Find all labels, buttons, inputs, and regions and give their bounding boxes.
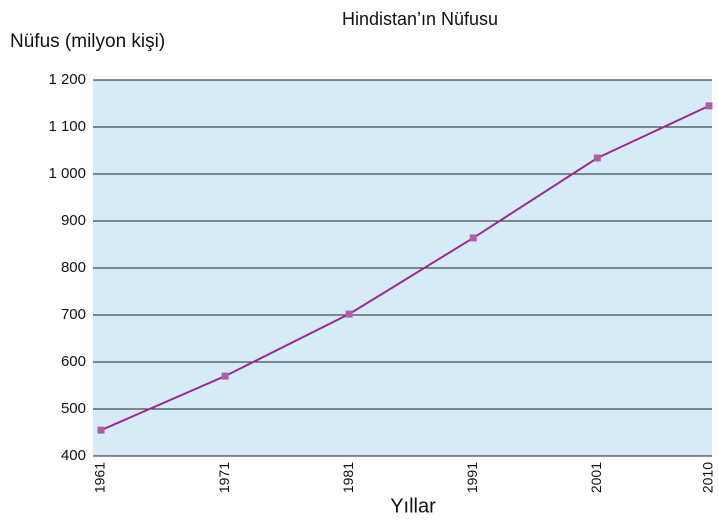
y-tick-label: 1 200 xyxy=(48,71,86,88)
y-tick-label: 800 xyxy=(61,259,86,276)
data-point xyxy=(705,102,713,110)
x-tick-label: 1971 xyxy=(216,462,232,493)
data-point xyxy=(593,154,601,162)
data-point xyxy=(221,372,229,380)
y-tick-label: 500 xyxy=(61,400,86,417)
y-tick-label: 700 xyxy=(61,306,86,323)
y-axis-label: Nüfus (milyon kişi) xyxy=(10,31,165,52)
x-tick-label: 1961 xyxy=(92,462,108,493)
data-point xyxy=(469,234,477,242)
x-axis-label: Yıllar xyxy=(390,495,436,517)
y-tick-label: 600 xyxy=(61,353,86,370)
x-tick-label: 2010 xyxy=(700,462,716,493)
x-tick-label: 1981 xyxy=(340,462,356,493)
y-tick-label: 900 xyxy=(61,212,86,229)
x-tick-label: 1991 xyxy=(464,462,480,493)
data-point xyxy=(97,426,105,434)
data-point xyxy=(345,310,353,318)
y-tick-label: 1 000 xyxy=(48,165,86,182)
chart-title: Hindistan’ın Nüfusu xyxy=(342,9,498,29)
y-tick-label: 1 100 xyxy=(48,118,86,135)
data-line xyxy=(100,104,710,432)
y-tick-label: 400 xyxy=(61,447,86,464)
x-tick-label: 2001 xyxy=(588,462,604,493)
